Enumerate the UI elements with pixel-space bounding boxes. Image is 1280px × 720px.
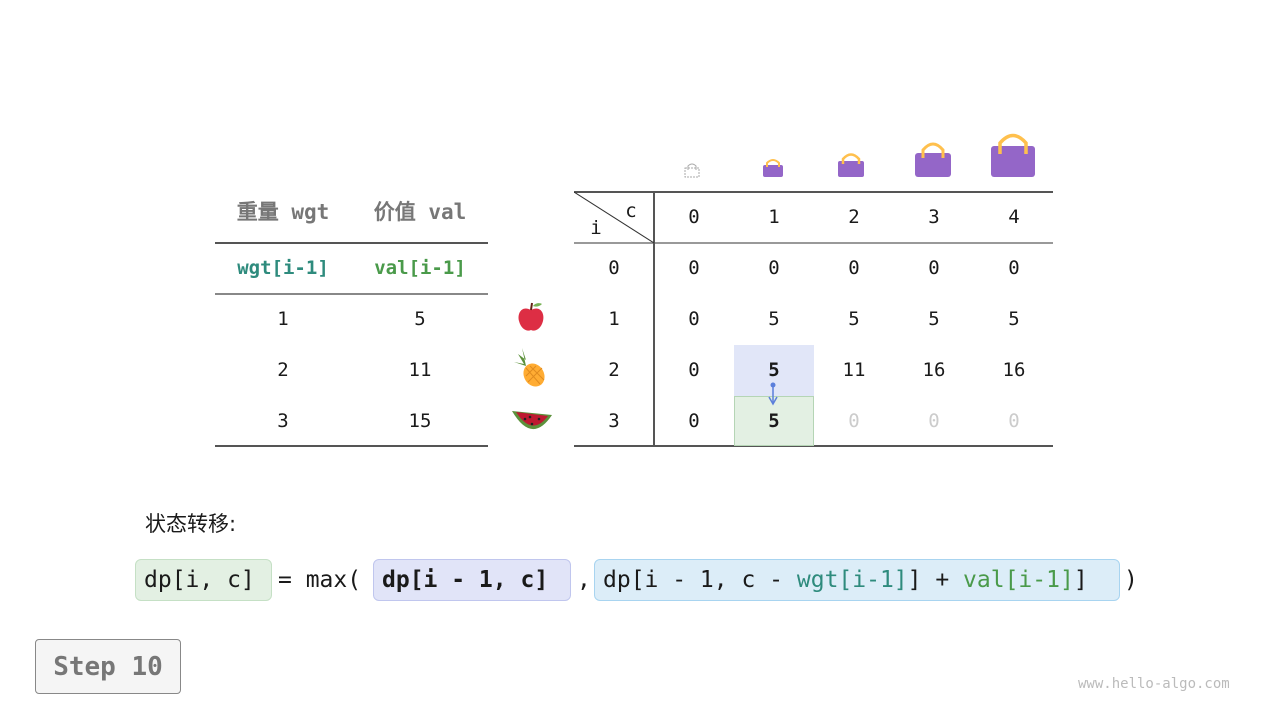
corner-i-label: i (590, 217, 602, 239)
step-button[interactable]: Step 10 (35, 639, 181, 694)
dp-cell: 0 (848, 410, 860, 432)
corner-c-label: c (625, 200, 637, 222)
dp-cell: 0 (688, 410, 700, 432)
dp-cell: 0 (688, 359, 700, 381)
term-wgt: wgt[i-1] (796, 567, 908, 593)
wgt-cell: 3 (277, 410, 289, 432)
term-dp: dp[i - 1, c - (603, 567, 797, 593)
dp-cell: 0 (688, 308, 700, 330)
bag-icon (838, 153, 864, 177)
formula-max: = max( (278, 567, 362, 593)
formula-term-skip: dp[i - 1, c] (373, 559, 571, 601)
dp-cell: 0 (688, 257, 700, 279)
divider (215, 242, 488, 244)
watermark: www.hello-algo.com (1078, 676, 1230, 692)
dp-cell: 5 (768, 410, 780, 432)
bag-empty-icon (684, 163, 700, 178)
row-header: 1 (608, 308, 620, 330)
wgt-cell: 2 (277, 359, 289, 381)
dp-cell: 16 (922, 359, 946, 381)
dp-cell: 0 (928, 410, 940, 432)
dp-cell: 5 (768, 308, 780, 330)
col-header: 2 (848, 206, 860, 228)
divider (653, 192, 655, 446)
bag-icon (763, 159, 783, 177)
bag-icon (915, 142, 951, 177)
target-highlight (734, 396, 814, 446)
val-cell: 11 (408, 359, 432, 381)
row-header: 3 (608, 410, 620, 432)
formula-lhs: dp[i, c] (135, 559, 272, 601)
divider (215, 445, 488, 447)
formula-close: ) (1124, 567, 1138, 593)
term-close: ] (1073, 567, 1088, 593)
dp-cell: 0 (1008, 410, 1020, 432)
subheader-val: val[i-1] (374, 257, 466, 279)
subheader-wgt: wgt[i-1] (237, 257, 329, 279)
divider (574, 191, 1053, 193)
col-header: 3 (928, 206, 940, 228)
formula-label: 状态转移: (145, 512, 237, 536)
corner-diagonal (574, 192, 654, 243)
arrow-down-icon (768, 382, 778, 406)
dp-cell: 16 (1002, 359, 1026, 381)
dp-cell: 5 (848, 308, 860, 330)
formula-comma: , (577, 567, 591, 593)
header-value: 价值 val (373, 200, 467, 224)
dp-cell: 0 (768, 257, 780, 279)
col-header: 1 (768, 206, 780, 228)
bag-icon (991, 133, 1035, 177)
col-header: 4 (1008, 206, 1020, 228)
dp-cell: 5 (1008, 308, 1020, 330)
divider (215, 293, 488, 295)
divider (574, 242, 1053, 244)
dp-cell: 5 (928, 308, 940, 330)
dp-cell: 0 (928, 257, 940, 279)
pineapple-icon (514, 348, 545, 387)
term-val: val[i-1] (963, 567, 1074, 593)
col-header: 0 (688, 206, 700, 228)
header-weight: 重量 wgt (236, 200, 330, 224)
formula-term-take: dp[i - 1, c - wgt[i-1]] + val[i-1]] (594, 559, 1120, 601)
dp-cell: 5 (768, 359, 780, 381)
dp-cell: 11 (842, 359, 866, 381)
source-highlight (734, 345, 814, 396)
term-mid: ] + (907, 567, 964, 593)
dp-cell: 0 (1008, 257, 1020, 279)
watermelon-icon (512, 411, 552, 430)
wgt-cell: 1 (277, 308, 289, 330)
dp-cell: 0 (848, 257, 860, 279)
row-header: 2 (608, 359, 620, 381)
val-cell: 5 (414, 308, 426, 330)
apple-icon (518, 302, 544, 331)
val-cell: 15 (408, 410, 432, 432)
row-header: 0 (608, 257, 620, 279)
